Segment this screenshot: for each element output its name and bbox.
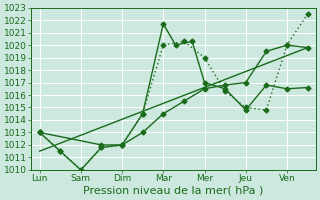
X-axis label: Pression niveau de la mer( hPa ): Pression niveau de la mer( hPa )	[84, 186, 264, 196]
